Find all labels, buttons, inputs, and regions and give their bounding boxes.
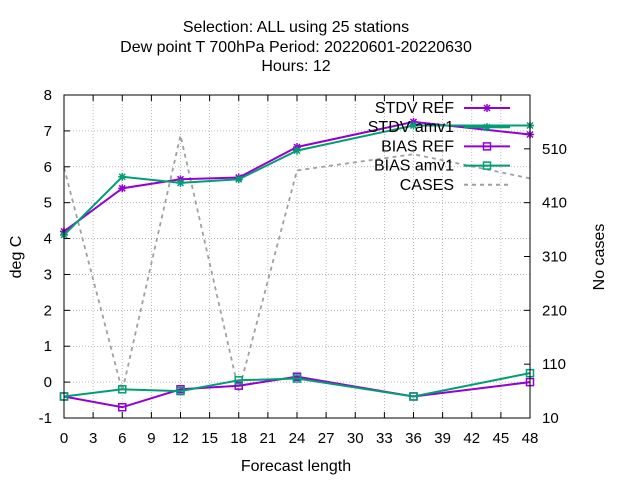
y-tick-label: -1	[39, 410, 52, 427]
y-tick-label: 1	[44, 338, 52, 355]
data-point-stdv-ref	[118, 184, 127, 193]
x-tick-label: 36	[405, 430, 422, 447]
y2-tick-label: 410	[542, 195, 567, 212]
x-tick-label: 9	[147, 430, 155, 447]
data-point-stdv-amv1	[234, 175, 243, 184]
legend-marker-bias-ref	[482, 142, 492, 151]
legend-marker-stdv-ref	[483, 104, 491, 112]
y2-tick-label: 510	[542, 141, 567, 158]
x-tick-label: 18	[230, 430, 247, 447]
series-stdv-amv1	[60, 121, 534, 239]
series-line-bias-amv1	[63, 372, 531, 398]
y-tick-label: 7	[44, 123, 52, 140]
series-bias-amv1	[59, 368, 535, 401]
y-tick-label: 2	[44, 302, 52, 319]
x-axis-label: Forecast length	[241, 458, 351, 475]
y-tick-label: 4	[44, 231, 52, 248]
y2-tick-label: 210	[542, 302, 567, 319]
data-point-bias-amv1	[409, 392, 418, 401]
y-tick-label: 0	[44, 374, 52, 391]
y-axis-label: deg C	[8, 236, 25, 279]
chart-title-line-3: Hours: 12	[261, 58, 330, 75]
y2-axis-label: No cases	[591, 224, 608, 291]
legend-label-stdv-amv1: STDV amv1	[368, 119, 454, 136]
x-tick-label: 45	[493, 430, 510, 447]
y-axis-ticks: -1 0 1 2 3 4 5 6 7 8	[39, 87, 70, 427]
legend-marker-stdv-amv1	[483, 123, 491, 132]
chart-title-line-1: Selection: ALL using 25 stations	[183, 19, 409, 36]
x-tick-label: 27	[318, 430, 335, 447]
y-tick-label: 3	[44, 266, 52, 283]
x-tick-label: 48	[522, 430, 539, 447]
y2-axis-ticks: 10 110 210 310 410 510	[524, 141, 567, 427]
x-tick-label: 24	[289, 430, 306, 447]
data-point-stdv-amv1	[409, 121, 418, 130]
y2-tick-label: 10	[542, 410, 559, 427]
data-point-bias-amv1	[234, 376, 243, 385]
x-tick-label: 39	[434, 430, 451, 447]
series-cases	[63, 135, 531, 392]
data-point-bias-ref	[118, 402, 127, 412]
data-point-bias-amv1	[176, 386, 185, 396]
legend-label-stdv-ref: STDV REF	[375, 100, 454, 117]
x-tick-label: 3	[89, 430, 97, 447]
chart-title-line-2: Dew point T 700hPa Period: 20220601-2022…	[120, 39, 472, 56]
legend-marker-bias-amv1	[482, 161, 492, 170]
data-point-bias-amv1	[118, 385, 127, 394]
y2-tick-label: 310	[542, 249, 567, 266]
data-point-bias-amv1	[292, 374, 302, 383]
data-point-stdv-amv1	[118, 172, 127, 181]
x-axis-ticks: 0 3 6 9 12 15 18 21 24 27 30 33 36 39 42 45 48	[60, 95, 539, 447]
y-tick-label: 5	[44, 195, 52, 212]
data-point-bias-ref	[234, 381, 243, 390]
series-layer	[59, 117, 535, 412]
x-tick-label: 33	[376, 430, 393, 447]
x-tick-label: 15	[201, 430, 218, 447]
y-tick-label: 8	[44, 87, 52, 104]
legend-label-cases: CASES	[400, 177, 454, 194]
x-tick-label: 21	[260, 430, 277, 447]
x-tick-label: 12	[172, 430, 189, 447]
x-tick-label: 0	[60, 430, 68, 447]
y2-tick-label: 110	[542, 356, 566, 373]
y-tick-label: 6	[44, 159, 52, 176]
series-line-cases	[63, 135, 531, 392]
x-tick-label: 42	[463, 430, 480, 447]
data-point-stdv-amv1	[293, 146, 301, 155]
x-tick-label: 6	[118, 430, 126, 447]
data-point-stdv-amv1	[176, 178, 185, 187]
legend: STDV REF STDV amv1 BIAS REF BIAS amv1 CASES	[368, 100, 510, 194]
legend-label-bias-amv1: BIAS amv1	[374, 158, 454, 175]
legend-label-bias-ref: BIAS REF	[381, 138, 454, 155]
x-tick-label: 30	[347, 430, 364, 447]
